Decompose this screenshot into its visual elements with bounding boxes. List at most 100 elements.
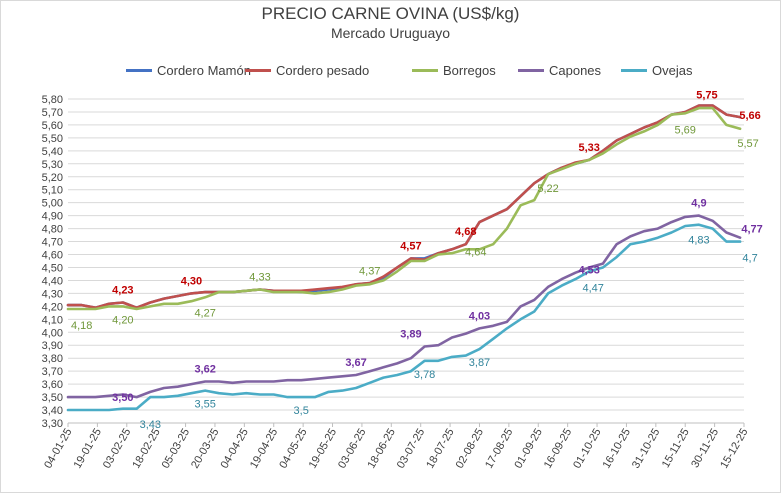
data-label: 3,55 — [194, 399, 215, 411]
data-label: 5,66 — [739, 110, 760, 122]
series-line-cordero-mamon — [66, 104, 742, 310]
data-label: 4,57 — [400, 240, 421, 252]
y-tick-label: 4,70 — [42, 237, 63, 249]
data-label: 3,87 — [469, 357, 490, 369]
y-tick-label: 3,30 — [42, 418, 63, 430]
x-tick-label: 03-07-25 — [395, 427, 427, 471]
data-label: 3,50 — [112, 392, 133, 404]
legend-item-capones: Capones — [518, 63, 601, 78]
y-tick-label: 3,90 — [42, 340, 63, 352]
chart-legend: Cordero Mamón Cordero pesado Borregos Ca… — [0, 63, 781, 81]
y-tick-label: 3,60 — [42, 379, 63, 391]
x-tick-label: 03-02-25 — [101, 427, 133, 471]
data-label: 3,78 — [414, 369, 435, 381]
y-tick-label: 4,00 — [42, 327, 63, 339]
data-label: 4,37 — [359, 265, 380, 277]
legend-item-borregos: Borregos — [412, 63, 496, 78]
y-tick-label: 5,70 — [42, 107, 63, 119]
data-label: 4,53 — [578, 265, 599, 277]
y-tick-label: 5,60 — [42, 120, 63, 132]
y-tick-label: 5,20 — [42, 172, 63, 184]
x-tick-label: 18-02-25 — [130, 427, 162, 471]
data-label: 4,64 — [465, 246, 486, 258]
data-label: 3,5 — [294, 405, 309, 417]
data-label: 5,33 — [578, 142, 599, 154]
data-label: 4,47 — [582, 282, 603, 294]
x-tick-label: 19-04-25 — [248, 427, 280, 471]
series-line-cordero-pesado — [66, 104, 742, 310]
x-tick-label: 18-07-25 — [424, 427, 456, 471]
legend-item-ovejas: Ovejas — [621, 63, 692, 78]
x-tick-label: 15-11-25 — [660, 427, 692, 470]
data-label: 4,77 — [741, 223, 762, 235]
x-tick-label: 31-10-25 — [630, 427, 662, 471]
y-tick-label: 5,80 — [42, 94, 63, 106]
x-tick-label: 04-04-25 — [219, 427, 251, 471]
data-label: 4,7 — [742, 253, 757, 265]
x-tick-label: 04-05-25 — [277, 427, 309, 471]
y-tick-label: 3,70 — [42, 366, 63, 378]
x-tick-label: 01-09-25 — [512, 427, 544, 471]
y-tick-label: 4,80 — [42, 224, 63, 236]
y-tick-label: 4,40 — [42, 275, 63, 287]
x-tick-label: 30-11-25 — [689, 427, 721, 470]
data-label: 4,30 — [181, 275, 202, 287]
chart-subtitle: Mercado Uruguayo — [330, 25, 451, 41]
y-tick-label: 3,50 — [42, 392, 63, 404]
data-label: 3,43 — [140, 419, 161, 431]
y-tick-label: 5,00 — [42, 198, 63, 210]
y-tick-label: 4,90 — [42, 211, 63, 223]
data-label: 4,18 — [71, 320, 92, 332]
data-label: 4,83 — [688, 235, 709, 247]
legend-swatch — [621, 69, 647, 73]
data-label: 3,89 — [400, 329, 421, 341]
series-line-borregos — [66, 106, 742, 311]
chart-title: PRECIO CARNE OVINA (US$/kg) — [261, 4, 520, 23]
data-label: 4,03 — [469, 310, 490, 322]
legend-swatch — [412, 69, 438, 73]
x-tick-label: 15-12-25 — [718, 427, 750, 471]
x-tick-label: 17-08-25 — [483, 427, 515, 471]
legend-swatch — [245, 69, 271, 73]
y-tick-label: 5,50 — [42, 133, 63, 145]
legend-item-cordero-pesado: Cordero pesado — [245, 63, 369, 78]
data-label: 4,68 — [455, 226, 476, 238]
legend-label: Capones — [549, 63, 602, 78]
data-label: 4,33 — [249, 272, 270, 284]
x-tick-label: 19-01-25 — [72, 427, 104, 471]
y-tick-label: 3,80 — [42, 353, 63, 365]
x-tick-label: 05-03-25 — [160, 427, 192, 471]
data-label: 3,62 — [194, 364, 215, 376]
data-label: 4,23 — [112, 284, 133, 296]
x-tick-label: 18-06-25 — [365, 427, 397, 471]
series-line-ovejas — [66, 223, 742, 412]
legend-label: Cordero Mamón — [157, 63, 251, 78]
data-label: 5,75 — [696, 89, 717, 101]
x-tick-label: 02-08-25 — [454, 427, 486, 471]
legend-item-cordero-mamon: Cordero Mamón — [126, 63, 251, 78]
series-line-capones — [66, 214, 742, 399]
y-tick-label: 4,10 — [42, 314, 63, 326]
y-tick-label: 4,20 — [42, 301, 63, 313]
y-tick-label: 3,40 — [42, 405, 63, 417]
y-tick-label: 5,10 — [42, 185, 63, 197]
data-label: 5,22 — [537, 183, 558, 195]
x-tick-label: 16-10-25 — [601, 427, 633, 471]
legend-swatch — [518, 69, 544, 73]
data-label: 5,69 — [675, 124, 696, 136]
data-label: 4,20 — [112, 314, 133, 326]
data-label: 3,67 — [345, 357, 366, 369]
y-tick-label: 4,60 — [42, 250, 63, 262]
legend-swatch — [126, 69, 152, 73]
y-tick-label: 5,30 — [42, 159, 63, 171]
x-tick-label: 04-01-25 — [42, 427, 74, 471]
y-tick-label: 4,50 — [42, 262, 63, 274]
legend-label: Borregos — [443, 63, 496, 78]
y-tick-label: 4,30 — [42, 288, 63, 300]
data-label: 4,27 — [194, 307, 215, 319]
x-tick-label: 03-06-25 — [336, 427, 368, 471]
legend-label: Ovejas — [652, 63, 693, 78]
data-label: 5,57 — [737, 138, 758, 150]
x-tick-label: 20-03-25 — [189, 427, 221, 471]
